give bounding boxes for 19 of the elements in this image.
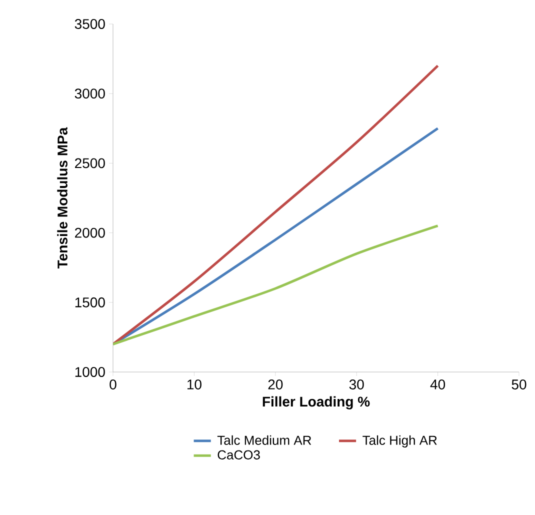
y-tick-label: 1500 bbox=[75, 297, 105, 308]
line-series bbox=[113, 64, 440, 346]
x-tick-label: 0 bbox=[110, 380, 116, 390]
x-tick-label: 30 bbox=[349, 380, 364, 390]
legend-label: Talc Medium AR bbox=[217, 435, 312, 445]
x-tick-label: 40 bbox=[430, 380, 446, 390]
x-tick-label: 20 bbox=[268, 380, 283, 390]
y-tick-label: 2500 bbox=[75, 158, 105, 168]
legend-label: Talc High AR bbox=[362, 435, 437, 448]
line-series bbox=[113, 224, 440, 346]
y-tick-label: 2000 bbox=[75, 228, 105, 238]
y-tick-label: 1000 bbox=[75, 367, 105, 377]
legend-label: CaCO3 bbox=[218, 450, 260, 460]
y-tick-label: 3000 bbox=[74, 88, 105, 99]
y-tick-label: 3500 bbox=[74, 19, 105, 29]
y-axis-title: Tensile Modulus MPa bbox=[57, 127, 68, 268]
x-tick-label: 10 bbox=[187, 380, 202, 390]
x-tick-label: 50 bbox=[512, 380, 526, 390]
x-axis-title: Filler Loading % bbox=[262, 396, 370, 410]
